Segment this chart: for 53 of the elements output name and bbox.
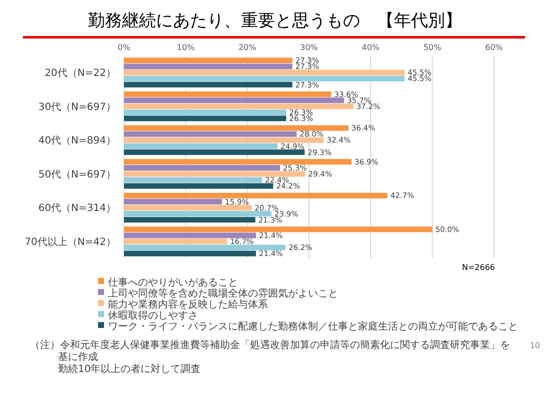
- text: N=2666: [462, 263, 495, 272]
- x-tick-label: 0%: [118, 43, 131, 52]
- chart-title: 勤務継続にあたり、重要と思うもの 【年代別】: [88, 11, 462, 31]
- bar: [124, 76, 405, 82]
- legend-label: 仕事へのやりがいがあること: [108, 276, 238, 288]
- bar: [124, 244, 286, 250]
- bar: [124, 143, 278, 149]
- bar: [124, 204, 252, 210]
- x-tick-label: 20%: [238, 43, 257, 52]
- bar: [124, 232, 256, 238]
- y-tick-label: 20代（N=22）: [44, 68, 116, 80]
- bar: [124, 137, 324, 143]
- y-tick-label: 30代（N=697）: [38, 102, 116, 113]
- bar: [124, 58, 292, 64]
- bar: [124, 183, 274, 189]
- y-tick-label: 60代（N=314）: [38, 203, 116, 214]
- y-tick-label: 40代（N=894）: [38, 136, 116, 147]
- bar: [124, 159, 352, 165]
- bar: [124, 131, 297, 137]
- bar: [124, 238, 227, 244]
- bar: [124, 165, 280, 171]
- bar: [124, 110, 286, 116]
- bar: [124, 104, 354, 110]
- bar: [124, 198, 222, 204]
- bar: [124, 98, 344, 104]
- legend-label: 上司や同僚等を含めた職場全体の雰囲気がよいこと: [108, 288, 338, 300]
- text: 勤続10年以上の者に対して調査: [58, 363, 201, 375]
- bar: [124, 149, 305, 155]
- x-tick-label: 50%: [423, 43, 442, 52]
- x-tick-label: 30%: [300, 43, 318, 52]
- text: 10: [530, 341, 540, 350]
- bar: [124, 70, 405, 76]
- bar: [124, 250, 256, 256]
- x-tick-label: 60%: [485, 43, 504, 52]
- text: （注）令和元年度老人保健事業推進費等補助金「処遇改善加算の申請等の簡素化に関する調査研究事業」を基に作成: [30, 339, 510, 363]
- legend-label: 休暇取得のしやすさ: [108, 310, 198, 322]
- x-tick-label: 10%: [176, 43, 195, 52]
- bar: [124, 64, 292, 70]
- bar: [124, 116, 286, 122]
- bar: [124, 216, 256, 223]
- bar: [124, 91, 332, 98]
- legend-label: 能力や業務内容を反映した給与体系: [108, 298, 268, 310]
- bar: [124, 125, 348, 131]
- bar: [124, 192, 388, 198]
- bar: [124, 177, 262, 183]
- bar: [124, 226, 432, 232]
- y-tick-label: 50代（N=697）: [38, 169, 116, 180]
- bar: [124, 210, 272, 216]
- legend-label: ワーク・ライフ・バランスに配慮した勤務体制／仕事と家庭生活との両立が可能であること: [108, 320, 518, 332]
- x-tick-label: 40%: [362, 43, 380, 52]
- bar: [124, 82, 292, 88]
- y-tick-label: 70代以上（N=42）: [24, 236, 116, 248]
- bar: [124, 171, 306, 177]
